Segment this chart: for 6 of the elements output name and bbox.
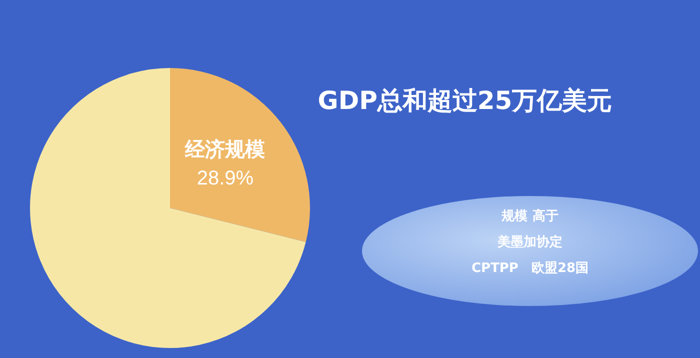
text: 规模 高于 <box>500 208 560 226</box>
text: CPTPP 欧盟28国 <box>470 260 590 278</box>
slice-label: 经济规模 <box>184 137 266 162</box>
text: 美墨加协定 <box>496 234 564 252</box>
data-label: 28.9% <box>196 167 254 190</box>
text: GDP总和超过25万亿美元 <box>316 85 614 117</box>
